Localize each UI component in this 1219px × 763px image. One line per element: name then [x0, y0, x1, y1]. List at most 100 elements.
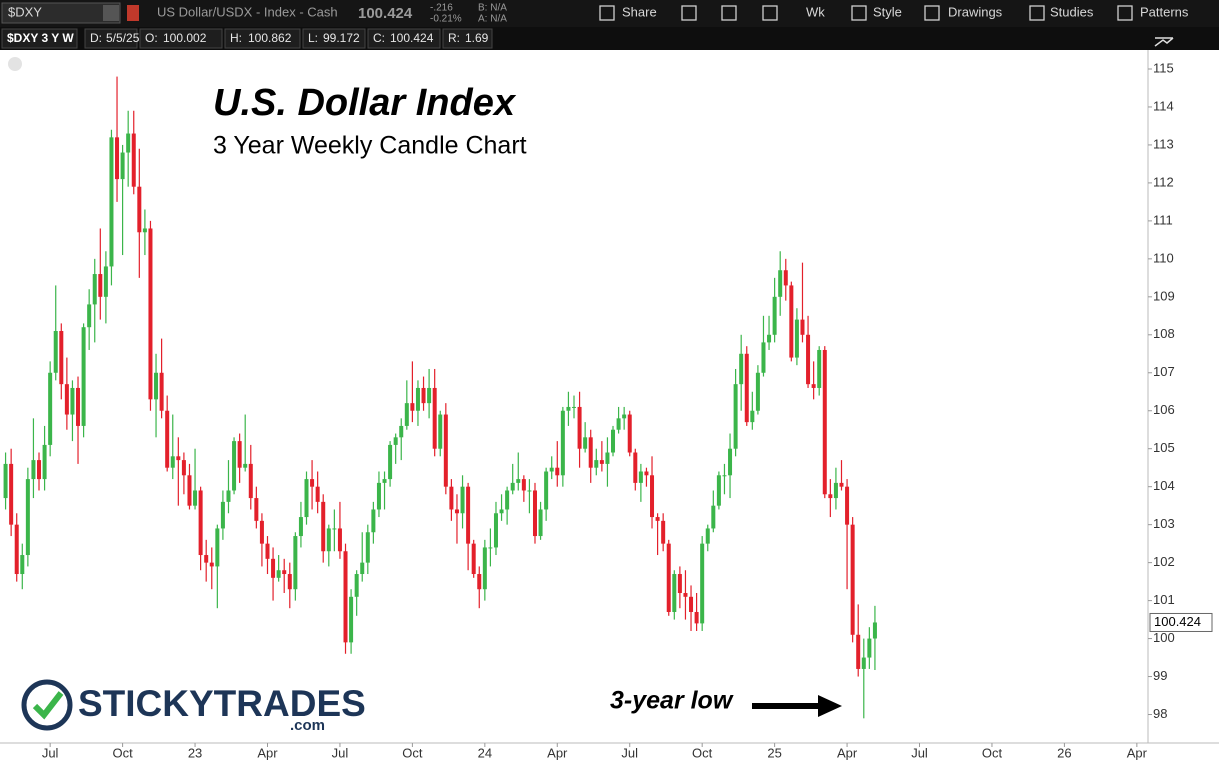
- info-icon[interactable]: [8, 57, 22, 71]
- header-text: 100.002: [163, 31, 207, 45]
- candle-body: [650, 475, 655, 518]
- candle-body: [232, 441, 237, 491]
- candle-body: [14, 524, 19, 575]
- candle-body: [399, 425, 404, 438]
- candle-body: [616, 418, 621, 430]
- x-tick-label: Apr: [837, 745, 858, 760]
- candle-body: [259, 520, 264, 544]
- candle-body: [181, 460, 186, 476]
- candle-body: [115, 137, 120, 180]
- y-tick-label: 107: [1153, 364, 1175, 379]
- toolbar-button[interactable]: Patterns: [1140, 4, 1189, 19]
- toolbar-icon[interactable]: [924, 5, 940, 21]
- y-tick-label: 109: [1153, 288, 1175, 303]
- candle-body: [566, 406, 571, 411]
- candle-body: [532, 490, 537, 537]
- candle-body: [605, 452, 610, 464]
- candle-body: [861, 657, 866, 669]
- header-cell: [1, 28, 78, 49]
- symbol: $DXY: [8, 4, 42, 19]
- candle-body: [226, 490, 231, 502]
- candle-body: [538, 509, 543, 537]
- toolbar-icon[interactable]: [1117, 5, 1133, 21]
- candle-body: [120, 152, 125, 180]
- candle-body: [594, 460, 599, 468]
- candles: [3, 76, 877, 719]
- candle-body: [521, 479, 526, 491]
- candle-body: [9, 463, 14, 525]
- candle-body: [332, 528, 337, 530]
- candle-body: [315, 486, 320, 502]
- candle-body: [778, 270, 783, 297]
- toolbar-icon[interactable]: [762, 5, 778, 21]
- candle-body: [220, 501, 225, 529]
- candle-body: [165, 410, 170, 468]
- candle-body: [198, 490, 203, 556]
- header-text: H:: [230, 31, 242, 45]
- x-tick-label: Apr: [257, 745, 278, 760]
- header-text: L:: [308, 31, 318, 45]
- candle-body: [376, 482, 381, 510]
- candle-body: [728, 448, 733, 476]
- x-tick-label: Apr: [1127, 745, 1148, 760]
- scale-icon[interactable]: [1154, 37, 1174, 47]
- candle-body: [154, 372, 159, 400]
- candle-body: [282, 570, 287, 575]
- x-tick-label: Jul: [42, 745, 59, 760]
- y-tick-label: 103: [1153, 516, 1175, 531]
- candle-body: [477, 574, 482, 590]
- logo-check: [32, 691, 64, 720]
- candle-body: [360, 562, 365, 575]
- x-tick-label: Oct: [402, 745, 423, 760]
- candle-body: [131, 133, 136, 187]
- toolbar-icon[interactable]: [721, 5, 737, 21]
- toolbar-button[interactable]: Studies: [1050, 4, 1094, 19]
- toolbar-button[interactable]: Style: [873, 4, 902, 19]
- header-text: 100.862: [248, 31, 292, 45]
- header-text: 100.424: [390, 31, 434, 45]
- candle-body: [772, 296, 777, 335]
- candle-body: [694, 611, 699, 624]
- candle-body: [432, 387, 437, 449]
- toolbar-icon[interactable]: [681, 5, 697, 21]
- candle-body: [711, 505, 716, 529]
- candle-body: [750, 410, 755, 423]
- toolbar-button[interactable]: Share: [622, 4, 657, 19]
- candle-body: [817, 349, 822, 388]
- header-text: $DXY 3 Y W: [7, 31, 74, 45]
- candle-body: [666, 543, 671, 612]
- candle-body: [176, 456, 181, 461]
- x-tick-label: Jul: [911, 745, 928, 760]
- toolbar-icon[interactable]: [851, 5, 867, 21]
- candle-body: [148, 228, 153, 400]
- candle-body: [92, 274, 97, 305]
- y-tick-label: 102: [1153, 554, 1175, 569]
- candle-body: [404, 403, 409, 426]
- y-tick-label: 114: [1153, 98, 1174, 113]
- candle-body: [204, 555, 209, 563]
- candle-body: [599, 460, 604, 464]
- candle-body: [822, 349, 827, 495]
- symbol-box[interactable]: [1, 2, 121, 24]
- last-price: 100.424: [358, 5, 413, 22]
- x-tick-label: 25: [767, 745, 781, 760]
- candle-body: [588, 437, 593, 468]
- header-values: $DXY 3 Y W D: 5/5/25 O: 100.002 H: 100.862 L: 99…: [1, 28, 493, 49]
- candle-body: [25, 479, 30, 556]
- toolbar-button[interactable]: Drawings: [948, 4, 1003, 19]
- toolbar-icon[interactable]: [1029, 5, 1045, 21]
- candle-body: [126, 133, 131, 153]
- candle-body: [789, 285, 794, 358]
- y-tick-label: 112: [1153, 174, 1174, 189]
- candle-body: [661, 520, 666, 544]
- change: -.216: [430, 3, 453, 14]
- candle-body: [700, 543, 705, 624]
- bid: B: N/A: [478, 3, 507, 14]
- y-tick-label: 108: [1153, 326, 1175, 341]
- candle-body: [298, 517, 303, 537]
- symbol-dropdown[interactable]: [103, 5, 119, 21]
- toolbar-button[interactable]: Wk: [806, 4, 825, 19]
- candle-body: [98, 274, 103, 297]
- toolbar-icon[interactable]: [599, 5, 615, 21]
- candle-body: [310, 479, 315, 487]
